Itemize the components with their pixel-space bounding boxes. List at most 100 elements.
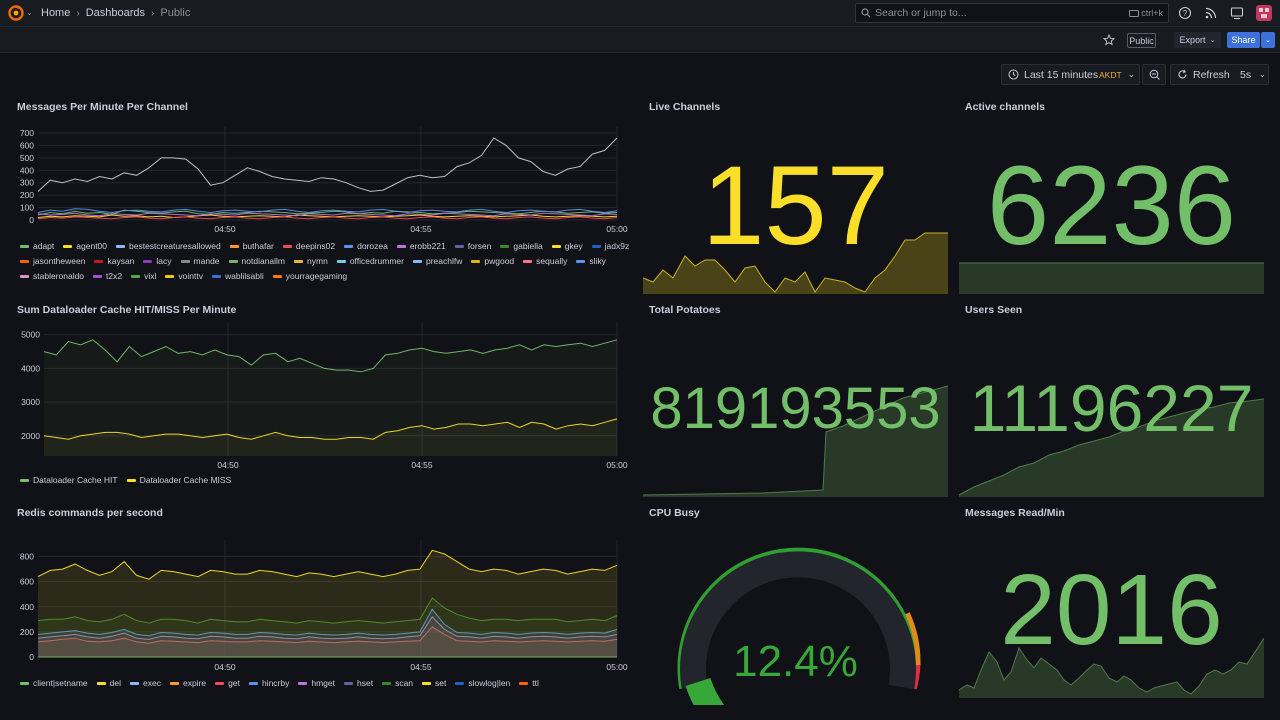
panel-title-live-channels[interactable]: Live Channels <box>649 101 721 113</box>
star-icon[interactable] <box>1103 34 1115 46</box>
legend-item[interactable]: deepins02 <box>282 241 335 251</box>
user-avatar[interactable] <box>1256 5 1272 21</box>
series-line-del[interactable] <box>37 549 618 580</box>
legend-item[interactable]: client|setname <box>20 678 88 688</box>
sparkline-area <box>959 263 1264 294</box>
series-line-Dataloader-Cache-HIT[interactable] <box>43 339 618 373</box>
legend-item[interactable]: mande <box>180 256 220 266</box>
legend-swatch <box>576 259 586 263</box>
legend-item[interactable]: ttl <box>519 678 539 688</box>
rss-feed-icon[interactable] <box>1204 6 1218 20</box>
refresh-button[interactable]: Refresh <box>1193 69 1230 81</box>
legend-item[interactable]: set <box>422 678 446 688</box>
gauge-threshold-orange <box>905 612 921 666</box>
dataloader-chart[interactable]: 2000 3000 4000 5000 04:50 04:55 05:00 <box>0 322 640 472</box>
series-line-deepins02[interactable] <box>37 216 618 220</box>
legend-item[interactable]: nymn <box>294 256 328 266</box>
legend-item[interactable]: preachlfw <box>412 256 462 266</box>
legend-item[interactable]: erobb221 <box>396 241 446 251</box>
legend-item[interactable]: agent00 <box>63 241 107 251</box>
legend-item[interactable]: hset <box>343 678 373 688</box>
panel-title-redis[interactable]: Redis commands per second <box>17 507 163 519</box>
share-button[interactable]: Share <box>1227 32 1260 48</box>
chevron-right-icon: › <box>151 7 155 19</box>
sparkline-area <box>643 386 948 497</box>
legend-item[interactable]: jadx9z <box>591 241 629 251</box>
legend-item[interactable]: vointtv <box>165 271 203 281</box>
panel-title-users-seen[interactable]: Users Seen <box>965 304 1023 316</box>
series-area-hset <box>38 609 617 657</box>
series-area-Dataloader-Cache-HIT <box>44 339 617 456</box>
legend-item[interactable]: dorozea <box>344 241 388 251</box>
legend-item[interactable]: lacy <box>143 256 172 266</box>
legend-item[interactable]: exec <box>130 678 161 688</box>
legend-item[interactable]: sliky <box>576 256 606 266</box>
series-area-Dataloader-Cache-MISS <box>44 418 617 456</box>
series-line-hmget[interactable] <box>37 616 618 640</box>
legend-swatch <box>229 244 239 248</box>
messages-read-sparkline <box>959 637 1264 698</box>
legend-item[interactable]: sequally <box>523 256 567 266</box>
messages-per-minute-chart[interactable]: 0 100 200 300 400 500 600 700 04:50 04:55 05:00 <box>0 118 640 238</box>
legend-item[interactable]: gabiella <box>500 241 543 251</box>
legend-item[interactable]: notdianallm <box>228 256 285 266</box>
series-line-agent00[interactable] <box>37 214 618 219</box>
legend-item[interactable]: get <box>215 678 240 688</box>
redis-chart[interactable]: 0 200 400 600 800 04:50 04:55 05:00 <box>0 540 640 675</box>
panel-title-active-channels[interactable]: Active channels <box>965 101 1045 113</box>
legend-item[interactable]: scan <box>382 678 413 688</box>
series-line-adapt[interactable] <box>37 209 618 216</box>
series-line-vixl[interactable] <box>37 212 618 217</box>
public-badge: Public <box>1127 33 1156 48</box>
legend-item[interactable]: expire <box>169 678 206 688</box>
legend-item[interactable]: del <box>96 678 121 688</box>
monitor-icon[interactable] <box>1230 6 1244 20</box>
legend-item[interactable]: officedrummer <box>336 256 404 266</box>
legend-item[interactable]: yourragegaming <box>272 271 347 281</box>
breadcrumb-home[interactable]: Home <box>41 7 71 19</box>
refresh-picker[interactable]: Refresh 5s ⌄ <box>1170 64 1269 85</box>
legend-label: Dataloader Cache HIT <box>33 475 118 485</box>
legend-item[interactable]: hmget <box>298 678 335 688</box>
series-line-hset[interactable] <box>37 608 618 637</box>
search-input[interactable]: Search or jump to... ctrl+k <box>855 3 1169 23</box>
legend-item[interactable]: adapt <box>20 241 54 251</box>
legend-item[interactable]: t2x2 <box>93 271 122 281</box>
grafana-logo-icon[interactable] <box>8 5 24 21</box>
panel-title-dataloader[interactable]: Sum Dataloader Cache HIT/MISS Per Minute <box>17 304 237 316</box>
breadcrumb-dashboards[interactable]: Dashboards <box>85 7 146 19</box>
legend-item[interactable]: kaysan <box>94 256 134 266</box>
legend-item[interactable]: vixl <box>131 271 156 281</box>
chevron-right-icon: › <box>76 7 80 19</box>
time-range-picker[interactable]: Last 15 minutes AKDT ⌄ <box>1001 64 1140 85</box>
refresh-interval[interactable]: 5s <box>1240 69 1252 81</box>
legend-item[interactable]: hincrby <box>248 678 289 688</box>
series-line-get[interactable] <box>37 626 618 644</box>
help-icon[interactable]: ? <box>1178 6 1192 20</box>
legend-item[interactable]: jasontheween <box>20 256 85 266</box>
zoom-out-button[interactable] <box>1142 64 1166 85</box>
chevron-down-icon[interactable]: ⌄ <box>26 8 33 17</box>
legend-label: agent00 <box>76 241 108 251</box>
share-dropdown-button[interactable]: ⌄ <box>1261 32 1275 48</box>
legend-swatch <box>519 681 529 685</box>
legend-item[interactable]: gkey <box>551 241 583 251</box>
legend-item[interactable]: slowlog|len <box>455 678 510 688</box>
legend-item[interactable]: forsen <box>454 241 491 251</box>
series-line-total[interactable] <box>37 137 618 192</box>
legend-item[interactable]: wablilsabli <box>211 271 264 281</box>
legend-item[interactable]: Dataloader Cache MISS <box>126 475 231 485</box>
series-line-dorozea[interactable] <box>37 208 618 214</box>
legend-item[interactable]: Dataloader Cache HIT <box>20 475 118 485</box>
export-button[interactable]: Export ⌄ <box>1174 32 1221 48</box>
panel-title-messages-per-minute[interactable]: Messages Per Minute Per Channel <box>17 101 188 113</box>
panel-title-total-potatoes[interactable]: Total Potatoes <box>649 304 721 316</box>
panel-title-cpu-busy[interactable]: CPU Busy <box>649 507 700 519</box>
panel-title-messages-read[interactable]: Messages Read/Min <box>965 507 1065 519</box>
legend-item[interactable]: pwgood <box>471 256 514 266</box>
series-line-scan[interactable] <box>37 597 618 624</box>
legend-item[interactable]: stableronaldo <box>20 271 84 281</box>
legend-item[interactable]: bestestcreaturesallowed <box>116 241 221 251</box>
legend-item[interactable]: buthafar <box>229 241 274 251</box>
series-line-Dataloader-Cache-MISS[interactable] <box>43 418 618 440</box>
